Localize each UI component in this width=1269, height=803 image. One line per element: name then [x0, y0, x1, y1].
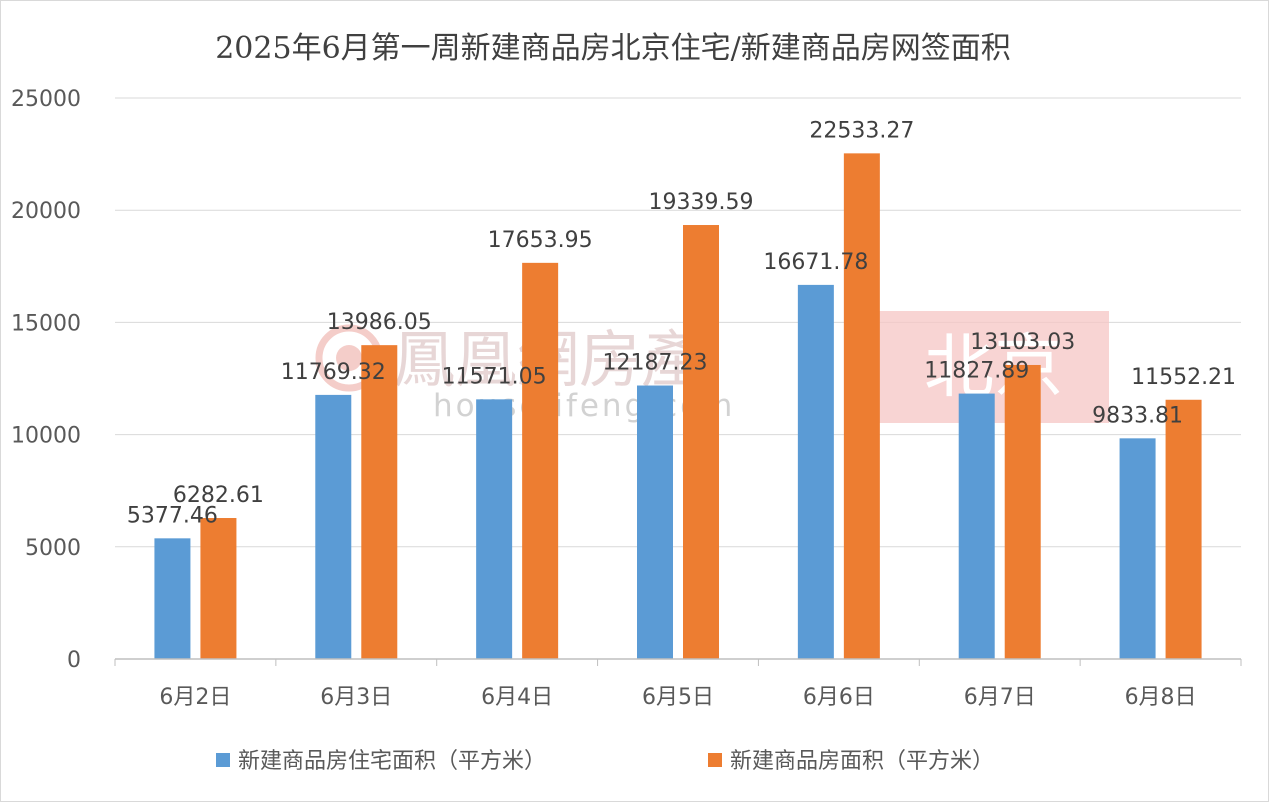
data-label-total: 19339.59: [649, 190, 754, 215]
data-label-residential: 16671.78: [763, 250, 868, 275]
data-label-total: 11552.21: [1131, 365, 1236, 390]
bars: [154, 153, 1202, 660]
x-tick-label: 6月5日: [642, 685, 714, 710]
x-tick-label: 6月6日: [803, 685, 875, 710]
x-tick-label: 6月3日: [320, 685, 392, 710]
data-label-total: 17653.95: [488, 228, 593, 253]
bar-residential: [476, 399, 513, 659]
bar-total: [522, 262, 559, 659]
data-label-total: 22533.27: [809, 118, 914, 143]
gridlines: [115, 97, 1241, 548]
legend-swatch: [708, 753, 722, 767]
bar-residential: [797, 284, 834, 659]
legend-label: 新建商品房住宅面积（平方米）: [238, 749, 546, 774]
x-tick-label: 6月2日: [159, 685, 231, 710]
data-label-residential: 12187.23: [603, 351, 708, 376]
y-tick-label: 10000: [11, 424, 81, 449]
bar-residential: [1119, 438, 1156, 659]
chart-title: 2025年6月第一周新建商品房北京住宅/新建商品房网签面积: [215, 31, 1011, 66]
x-tick-label: 6月4日: [481, 685, 553, 710]
x-tick-label: 6月8日: [1125, 685, 1197, 710]
x-tick-label: 6月7日: [964, 685, 1036, 710]
bar-total: [1165, 399, 1202, 659]
data-label-total: 13986.05: [327, 310, 432, 335]
bar-total: [843, 153, 880, 659]
y-tick-label: 25000: [11, 87, 81, 112]
data-label-residential: 5377.46: [127, 503, 218, 528]
bar-residential: [958, 393, 995, 659]
y-tick-label: 20000: [11, 199, 81, 224]
watermark-logo-core-icon: [336, 345, 362, 371]
y-tick-label: 15000: [11, 311, 81, 336]
bar-residential: [315, 394, 352, 659]
bar-residential: [154, 538, 191, 659]
data-label-residential: 9833.81: [1092, 403, 1183, 428]
data-label-total: 13103.03: [970, 330, 1075, 355]
legend-label: 新建商品房面积（平方米）: [730, 749, 994, 774]
data-label-residential: 11827.89: [924, 359, 1029, 384]
legend-swatch: [216, 753, 230, 767]
watermark: 鳳凰網房產 house.ifeng.com 北京: [315, 311, 1109, 424]
data-label-total: 6282.61: [173, 483, 264, 508]
bar-residential: [637, 385, 673, 659]
axes: 0 5000 10000 15000 20000 25000 6月2日 6月3日 6月4日 6月5…: [11, 87, 1242, 710]
y-tick-label: 5000: [25, 536, 81, 561]
bar-total: [683, 225, 719, 660]
data-label-residential: 11571.05: [442, 364, 547, 389]
legend: 新建商品房住宅面积（平方米） 新建商品房面积（平方米）: [216, 749, 994, 774]
bar-total: [361, 345, 398, 659]
bar-total: [200, 518, 237, 659]
y-tick-label: 0: [67, 648, 81, 673]
bar-total: [1004, 364, 1041, 659]
data-label-residential: 11769.32: [281, 360, 386, 385]
